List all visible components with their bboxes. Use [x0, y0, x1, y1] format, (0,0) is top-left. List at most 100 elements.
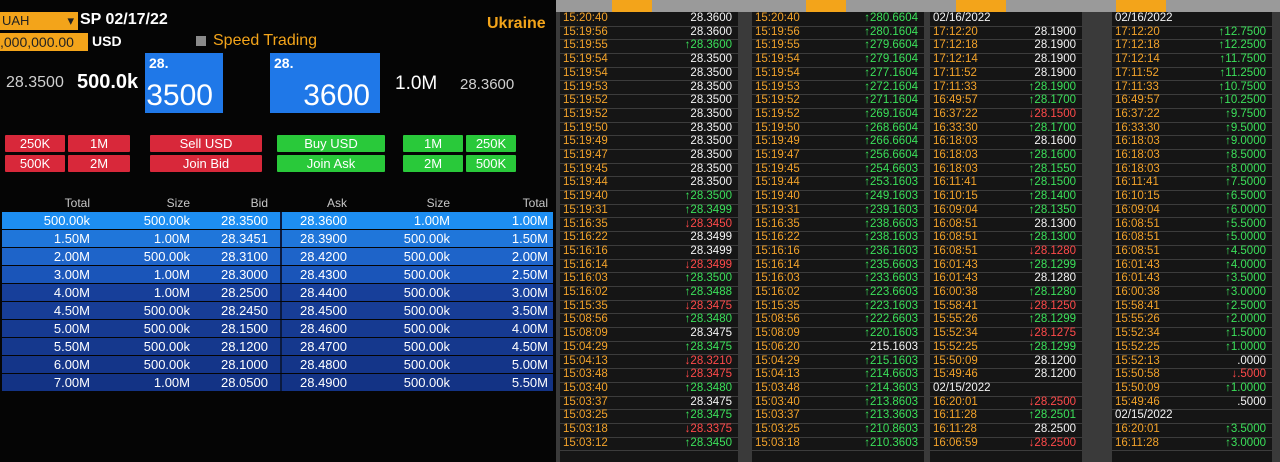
trade-row: 15:19:50 28.3500: [560, 122, 738, 137]
depth-column-header: Bid: [250, 196, 268, 210]
depth-cell: 3.00M: [511, 285, 548, 300]
trade-price: ↑11.7500: [1219, 53, 1266, 66]
trade-row: 15:49:46 28.1200: [930, 368, 1082, 383]
trade-price: ↓28.3475: [684, 299, 732, 312]
trade-time: 15:08:09: [755, 327, 800, 340]
trade-time: 16:10:15: [933, 190, 978, 203]
depth-cell: 5.00M: [511, 357, 548, 372]
trade-row: 15:16:16 ↑236.1603: [752, 245, 924, 260]
trade-time: 15:16:22: [755, 231, 800, 244]
speed-trading-checkbox[interactable]: [196, 36, 206, 46]
header-tab: [612, 0, 652, 12]
join-ask-button[interactable]: Join Ask: [277, 155, 385, 172]
trade-time: 15:55:26: [933, 313, 978, 326]
depth-row: 4.50M 500.00k 28.2450 28.4500 500.00k 3.50M: [2, 302, 553, 319]
depth-cell: 1.00M: [511, 213, 548, 228]
trade-price: ↑10.7500: [1218, 80, 1266, 93]
sell-button[interactable]: Sell USD: [150, 135, 262, 152]
trade-row: 15:19:56 28.3600: [560, 26, 738, 41]
buy-button[interactable]: Buy USD: [277, 135, 385, 152]
depth-cell: 500.00k: [403, 339, 450, 354]
trade-time: 15:19:52: [563, 107, 608, 120]
trade-price: ↓.5000: [1231, 368, 1266, 381]
trade-time: 15:03:37: [563, 395, 608, 408]
trade-price: ↑1.5000: [1225, 327, 1266, 340]
depth-cell: 28.3900: [300, 231, 347, 246]
trade-price: ↑235.6603: [864, 258, 918, 271]
trade-price: ↑28.1299: [1028, 258, 1076, 271]
date-header-row: 02/16/2022: [930, 12, 1082, 27]
trade-price: ↑4.0000: [1225, 258, 1266, 271]
bid-size-button[interactable]: 500K: [5, 155, 65, 172]
trade-time: 15:03:18: [755, 436, 800, 449]
bid-ask-divider: [280, 230, 282, 247]
trade-price: ↑210.3603: [864, 436, 918, 449]
bid-size-button[interactable]: 1M: [68, 135, 130, 152]
trade-time: 16:11:41: [1115, 176, 1159, 189]
bid-ask-divider: [280, 248, 282, 265]
depth-cell: 1.00M: [413, 213, 450, 228]
trade-time: 15:19:56: [755, 25, 800, 38]
trade-row: 15:19:49 28.3500: [560, 135, 738, 150]
trade-price: ↑28.1300: [1028, 231, 1076, 244]
trade-price: 28.3600: [690, 25, 732, 38]
trade-price: ↑28.1700: [1028, 94, 1076, 107]
trade-row: 16:09:04 ↑28.1350: [930, 204, 1082, 219]
trade-row: 17:12:18 28.1900: [930, 39, 1082, 55]
bid-ask-divider: [280, 338, 282, 355]
depth-cell: 28.1500: [221, 321, 268, 336]
bid-price-box[interactable]: 28. 3500: [145, 53, 223, 113]
trade-row: 15:19:31 ↑28.3499: [560, 204, 738, 219]
ask-price-box[interactable]: 28. 3600: [270, 53, 380, 113]
bid-size-button[interactable]: 250K: [5, 135, 65, 152]
trade-row: 15:04:13 ↑214.6603: [752, 368, 924, 383]
trade-price: ↑28.1299: [1028, 340, 1076, 353]
ask-size-button[interactable]: 250K: [466, 135, 516, 152]
trade-time: 15:52:34: [933, 327, 978, 340]
bid-pips: 3500: [146, 79, 213, 112]
trade-price: 28.3499: [690, 244, 732, 257]
trade-row: 15:19:55 ↑28.3600: [560, 39, 738, 55]
trade-row: 16:33:30 ↑9.5000: [1112, 122, 1272, 137]
trade-time: 15:19:56: [563, 25, 608, 38]
trade-time: 15:58:41: [1115, 299, 1160, 312]
trade-row: 15:52:34 ↑1.5000: [1112, 327, 1272, 342]
ask-size-button[interactable]: 2M: [403, 155, 463, 172]
join-bid-button[interactable]: Join Bid: [150, 155, 262, 172]
trade-row: 15:19:54 28.3500: [560, 67, 738, 82]
trade-row: 16:10:15 ↑28.1400: [930, 190, 1082, 205]
trade-price: ↑213.3603: [864, 409, 918, 422]
ask-size-button[interactable]: 1M: [403, 135, 463, 152]
depth-cell: 5.00M: [53, 321, 90, 336]
trade-row: 16:11:41 ↑7.5000: [1112, 176, 1272, 192]
trade-row: 16:11:41 ↑28.1500: [930, 176, 1082, 192]
bid-size-button[interactable]: 2M: [68, 155, 130, 172]
depth-cell: 500.00k: [143, 339, 190, 354]
trade-price: ↑279.1604: [864, 53, 918, 66]
trade-time: 15:06:20: [755, 340, 800, 353]
depth-row: 2.00M 500.00k 28.3100 28.4200 500.00k 2.00M: [2, 248, 553, 265]
trade-row: 15:19:53 ↑272.1604: [752, 81, 924, 96]
trade-row: 16:01:43 ↑4.0000: [1112, 259, 1272, 274]
depth-cell: 500.00k: [403, 285, 450, 300]
trade-price: ↑271.1604: [864, 94, 918, 107]
trade-time: 15:19:52: [755, 107, 800, 120]
depth-cell: 7.00M: [53, 375, 90, 390]
trade-row: 15:19:56 ↑280.1604: [752, 26, 924, 41]
ask-size-button[interactable]: 500K: [466, 155, 516, 172]
trade-price: ↑213.8603: [864, 395, 918, 408]
trade-price: 28.1900: [1034, 53, 1076, 66]
trade-time: 15:49:46: [933, 368, 978, 381]
trade-row: 15:04:29 ↑215.1603: [752, 355, 924, 370]
trade-time: 15:19:44: [563, 176, 608, 189]
trade-price: 28.1200: [1034, 354, 1076, 367]
currency-dropdown[interactable]: UAH ▾: [0, 12, 78, 30]
bid-ask-divider: [280, 302, 282, 319]
trade-row: 15:03:25 ↑210.8603: [752, 423, 924, 438]
trade-time: 15:16:22: [563, 231, 608, 244]
trade-time: 15:52:34: [1115, 327, 1160, 340]
amount-input[interactable]: ,000,000.00: [0, 33, 88, 51]
column-header-strip: [556, 0, 1280, 12]
trade-row: 17:12:14 ↑11.7500: [1112, 53, 1272, 68]
depth-cell: 1.00M: [153, 285, 190, 300]
